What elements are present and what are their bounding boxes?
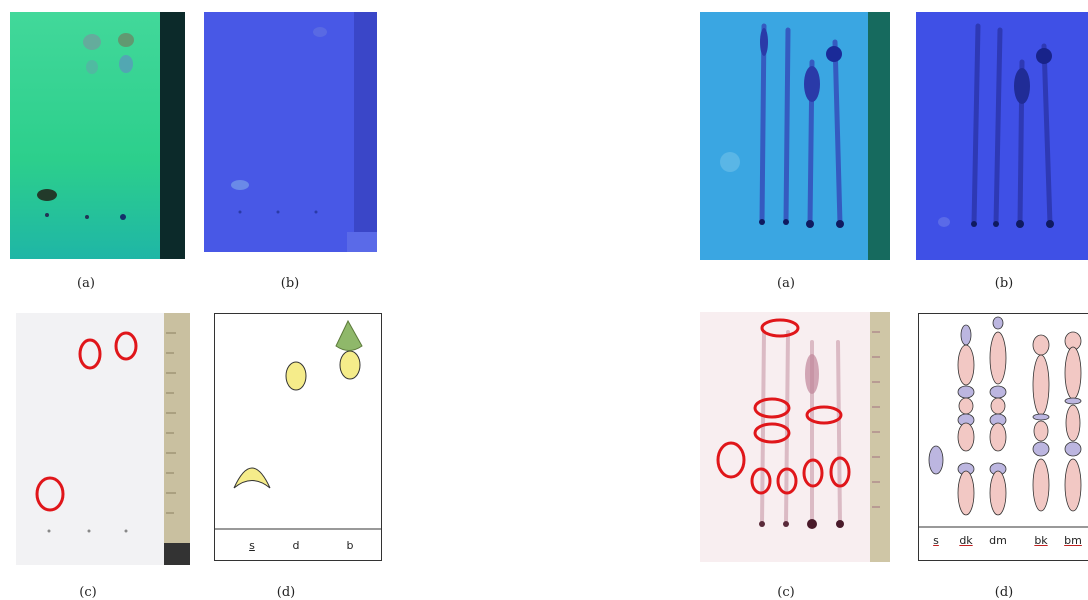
lane-label-bk: bk	[1034, 534, 1048, 547]
origin-dot	[1016, 220, 1024, 228]
left-plate-b	[204, 12, 377, 252]
ruler	[164, 313, 190, 543]
left-plate-c	[16, 313, 190, 565]
spot	[119, 55, 133, 73]
origin-dot	[993, 221, 999, 227]
origin-dot	[783, 219, 789, 225]
spot	[83, 34, 101, 50]
spot	[339, 350, 361, 380]
ruler	[868, 12, 890, 260]
lane-label-dk: dk	[959, 534, 973, 547]
right-caption-d: (d)	[994, 585, 1014, 600]
right-diagram-d: s dk dm bk bm	[918, 313, 1088, 561]
lane-label-s: s	[933, 534, 939, 547]
left-plate-b-image	[204, 12, 377, 252]
left-diagram-d-image	[214, 313, 382, 561]
origin-dot	[759, 219, 765, 225]
spot	[720, 152, 740, 172]
origin-dot	[124, 529, 128, 533]
marker-circle	[716, 441, 746, 479]
right-caption-b: (b)	[994, 276, 1014, 291]
origin-dot	[759, 521, 765, 527]
origin-dot	[783, 521, 789, 527]
left-plate-a-image	[10, 12, 185, 259]
origin-dot	[806, 220, 814, 228]
spot	[826, 46, 842, 62]
lane-bk-spots	[1032, 334, 1050, 512]
spot-green	[335, 319, 363, 351]
right-caption-a: (a)	[777, 276, 795, 291]
lane-label-s: s	[249, 539, 255, 552]
left-plate-a	[10, 12, 185, 259]
spot-crescent	[233, 467, 271, 489]
left-caption-d: (d)	[276, 585, 296, 600]
right-plate-a-image	[700, 12, 890, 260]
origin-dot	[971, 221, 977, 227]
right-plate-c	[700, 312, 890, 562]
lane-dk-spots	[957, 324, 975, 516]
right-caption-c: (c)	[777, 585, 795, 600]
spot	[86, 60, 98, 74]
left-plate-c-image	[16, 313, 190, 565]
lane-dm-spots	[989, 316, 1007, 516]
spot	[313, 27, 327, 37]
lane-label-dm: dm	[989, 534, 1007, 547]
origin-dot	[120, 214, 126, 220]
spot	[1014, 68, 1030, 104]
right-plate-b	[916, 12, 1088, 260]
spot	[928, 445, 944, 475]
right-plate-c-image	[700, 312, 890, 562]
lane-label-d: d	[292, 539, 300, 552]
spot	[231, 180, 249, 190]
right-diagram-d-image	[918, 313, 1088, 561]
marker-circle	[114, 331, 138, 361]
spot	[804, 66, 820, 102]
left-diagram-d: s d b	[214, 313, 382, 561]
spot	[285, 361, 307, 391]
spot	[938, 217, 950, 227]
spot	[805, 354, 819, 394]
origin-dot	[45, 213, 49, 217]
origin-dot	[836, 220, 844, 228]
marker-circle	[753, 397, 791, 419]
origin-dot	[807, 519, 817, 529]
lane-label-bm: bm	[1064, 534, 1082, 547]
origin-dot	[238, 210, 242, 214]
marker-circle	[829, 456, 851, 488]
left-caption-c: (c)	[79, 585, 97, 600]
marker-circle	[805, 405, 843, 425]
marker-circle	[776, 467, 798, 495]
origin-dot	[85, 215, 89, 219]
spot	[37, 189, 57, 201]
marker-circle	[750, 467, 772, 495]
marker-circle	[802, 458, 824, 488]
origin-dot	[47, 529, 51, 533]
spot	[1036, 48, 1052, 64]
origin-dot	[314, 210, 318, 214]
lane-bm-spots	[1064, 331, 1082, 512]
ruler	[870, 312, 890, 562]
origin-dot	[276, 210, 280, 214]
left-caption-b: (b)	[280, 276, 300, 291]
origin-dot	[87, 529, 91, 533]
right-plate-b-image	[916, 12, 1088, 260]
marker-circle	[35, 476, 65, 512]
marker-circle	[753, 422, 791, 444]
marker-circle	[78, 338, 102, 370]
right-plate-a	[700, 12, 890, 260]
left-caption-a: (a)	[77, 276, 95, 291]
spot	[118, 33, 134, 47]
origin-dot	[836, 520, 844, 528]
origin-dot	[1046, 220, 1054, 228]
spot	[760, 28, 768, 56]
marker-circle	[760, 318, 800, 338]
lane-label-b: b	[346, 539, 354, 552]
